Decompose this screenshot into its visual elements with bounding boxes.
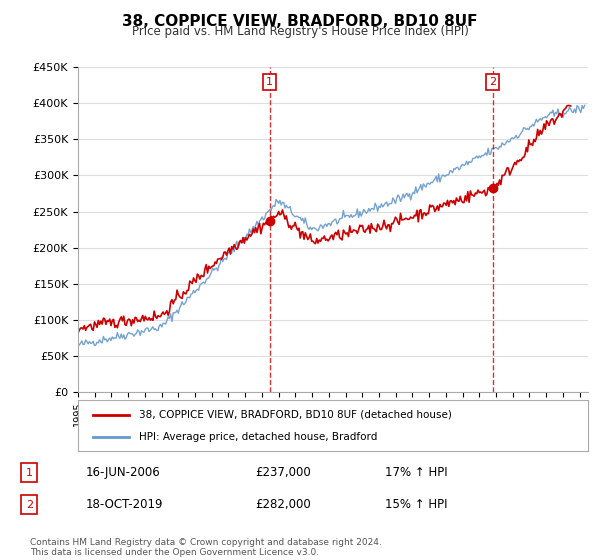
Text: 17% ↑ HPI: 17% ↑ HPI: [385, 466, 447, 479]
Text: 38, COPPICE VIEW, BRADFORD, BD10 8UF (detached house): 38, COPPICE VIEW, BRADFORD, BD10 8UF (de…: [139, 409, 452, 419]
Text: 2: 2: [489, 77, 496, 87]
Text: 38, COPPICE VIEW, BRADFORD, BD10 8UF: 38, COPPICE VIEW, BRADFORD, BD10 8UF: [122, 14, 478, 29]
Text: Price paid vs. HM Land Registry's House Price Index (HPI): Price paid vs. HM Land Registry's House …: [131, 25, 469, 38]
Text: HPI: Average price, detached house, Bradford: HPI: Average price, detached house, Brad…: [139, 432, 377, 442]
Text: £237,000: £237,000: [255, 466, 311, 479]
Text: 15% ↑ HPI: 15% ↑ HPI: [385, 498, 447, 511]
Text: 16-JUN-2006: 16-JUN-2006: [86, 466, 160, 479]
Text: 1: 1: [26, 468, 33, 478]
Text: Contains HM Land Registry data © Crown copyright and database right 2024.
This d: Contains HM Land Registry data © Crown c…: [30, 538, 382, 557]
Text: £282,000: £282,000: [255, 498, 311, 511]
Text: 18-OCT-2019: 18-OCT-2019: [86, 498, 163, 511]
Text: 2: 2: [26, 500, 33, 510]
Text: 1: 1: [266, 77, 273, 87]
